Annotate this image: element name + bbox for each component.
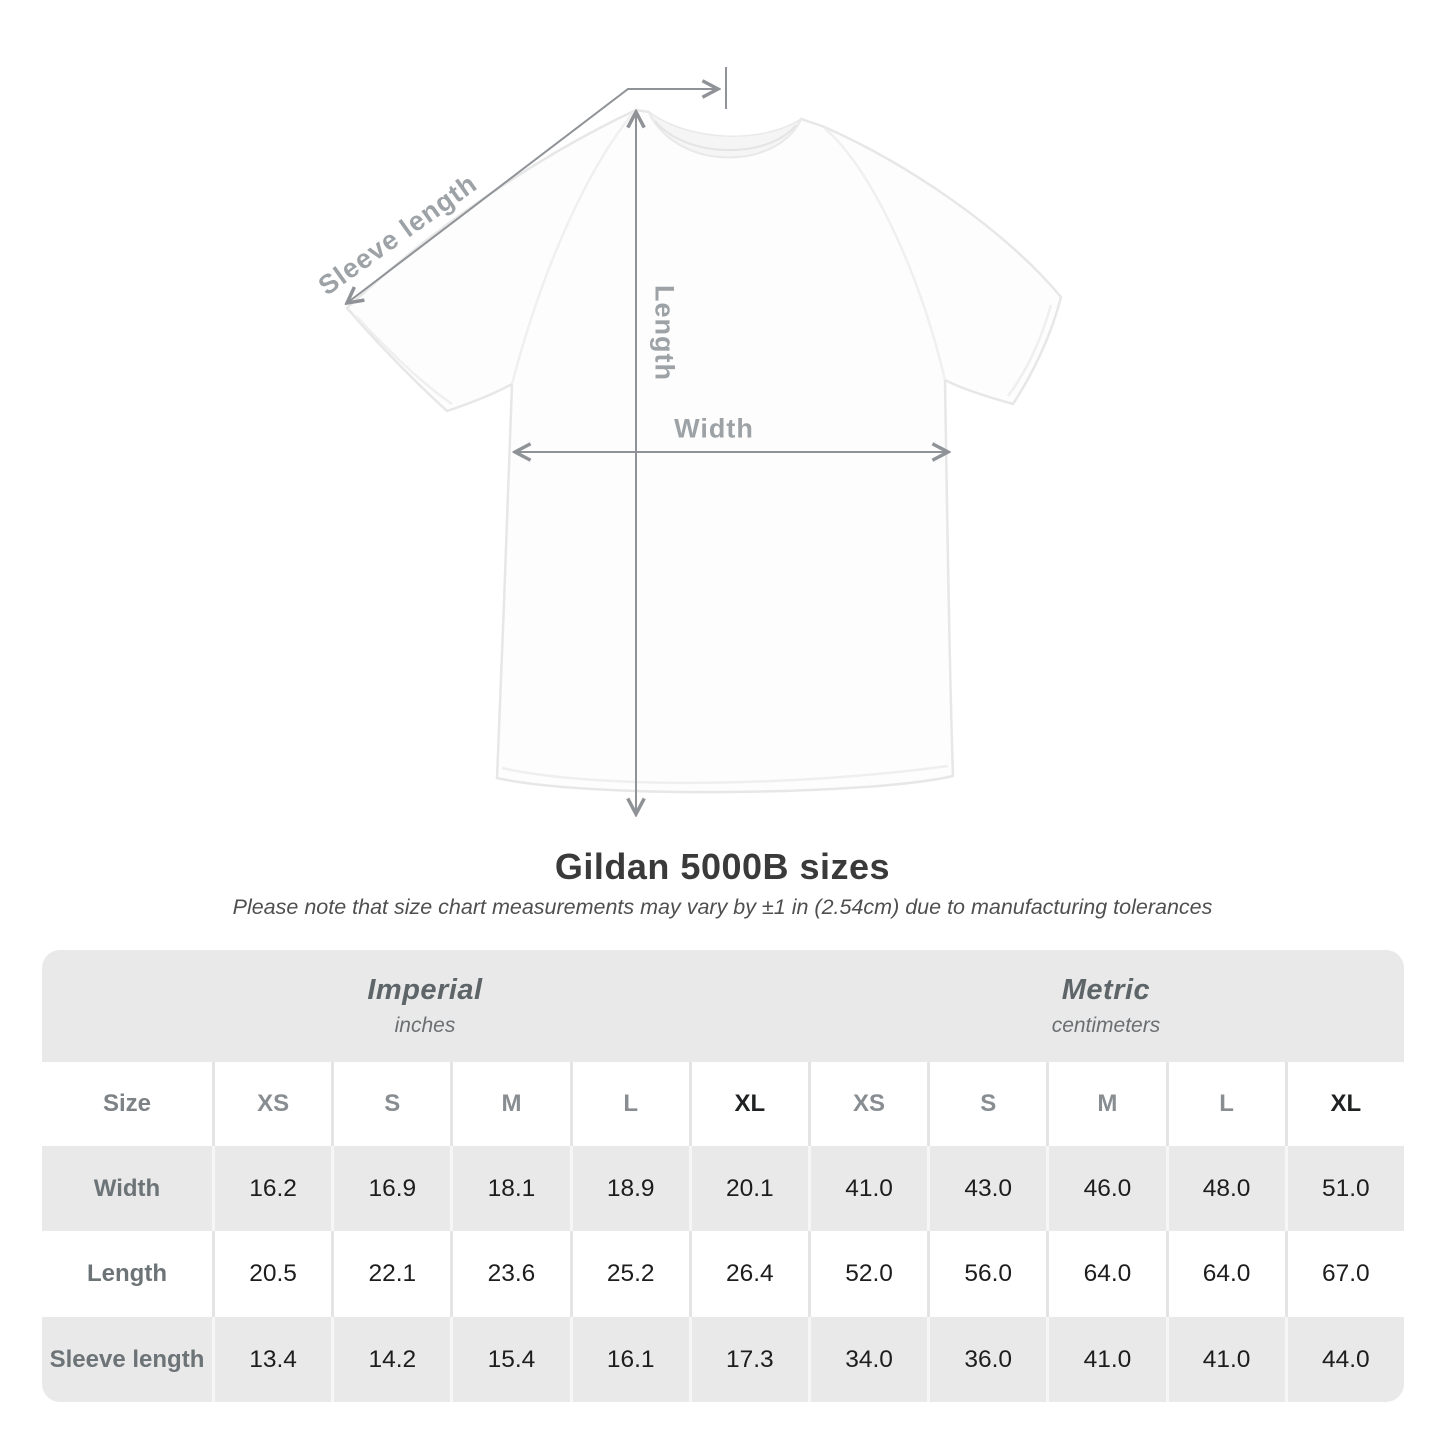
cell-value: 14.2 [368,1345,417,1373]
cell-value: 36.0 [964,1345,1013,1373]
cell-value: 20.5 [249,1260,297,1287]
cell-value: 13.4 [249,1345,297,1373]
cell-value: 43.0 [964,1174,1013,1202]
unit-header-row: Imperial inches Metric centimeters [42,950,1404,1062]
cell-value: 15.4 [487,1345,536,1373]
col-header-imperial-xs: XS [257,1090,290,1117]
size-table: Imperial inches Metric centimeters Size … [42,950,1404,1402]
cell-value: 67.0 [1322,1260,1370,1287]
cell-value: 20.1 [726,1174,774,1202]
cell-value: 22.1 [368,1260,417,1287]
cell-value: 16.1 [606,1345,655,1373]
page-title: Gildan 5000B sizes [554,846,891,887]
cell-value: 41.0 [845,1174,893,1202]
row-label-length: Length [87,1260,167,1287]
cell-value: 16.2 [249,1174,297,1202]
imperial-title: Imperial [367,974,483,1006]
col-header-imperial-m: M [501,1090,522,1117]
sleeve-length-arrow [347,67,727,303]
col-header-metric-xl: XL [1330,1090,1362,1117]
row-label-width: Width [93,1174,161,1202]
cell-value: 16.9 [368,1174,417,1202]
col-header-metric-xs: XS [853,1090,886,1117]
tshirt-measurement-figure: Sleeve length Length Width [0,67,1063,845]
cell-value: 23.6 [487,1260,536,1287]
tshirt-graphic [0,67,1063,845]
unit-header-imperial: Imperial inches [42,950,808,1062]
col-header-imperial-s: S [384,1090,401,1117]
width-label: Width [674,413,754,444]
cell-value: 41.0 [1083,1345,1132,1373]
length-label: Length [649,285,680,381]
col-header-imperial-xl: XL [734,1090,766,1117]
imperial-unit: inches [394,1014,456,1037]
cell-value: 56.0 [964,1260,1013,1287]
cell-value: 64.0 [1083,1260,1132,1287]
cell-value: 64.0 [1202,1260,1251,1287]
cell-value: 17.3 [726,1345,774,1373]
cell-value: 52.0 [845,1260,893,1287]
unit-header-metric: Metric centimeters [807,950,1404,1062]
tolerance-note: Please note that size chart measurements… [232,895,1213,919]
cell-value: 46.0 [1083,1174,1132,1202]
cell-value: 26.4 [726,1260,774,1287]
col-header-metric-s: S [980,1090,997,1117]
col-header-metric-l: L [1219,1090,1234,1117]
cell-value: 51.0 [1322,1174,1370,1202]
cell-value: 48.0 [1202,1174,1251,1202]
size-header-label: Size [102,1090,152,1117]
table-row-sleeve-length: Sleeve length 13.4 14.2 15.4 16.1 17.3 3… [42,1317,1404,1402]
cell-value: 18.1 [487,1174,536,1202]
cell-value: 34.0 [845,1345,893,1373]
cell-value: 18.9 [606,1174,655,1202]
cell-value: 25.2 [606,1260,655,1287]
cell-value: 44.0 [1322,1345,1370,1373]
row-label-sleeve-length: Sleeve length [49,1345,205,1373]
size-table-card: Imperial inches Metric centimeters Size … [42,950,1404,1402]
metric-title: Metric [1061,974,1151,1006]
table-row-width: Width 16.2 16.9 18.1 18.9 20.1 41.0 43.0… [42,1146,1404,1231]
size-header-row: Size XS S M L XL XS S M L XL [42,1062,1404,1146]
col-header-imperial-l: L [623,1090,638,1117]
metric-unit: centimeters [1051,1014,1161,1037]
col-header-metric-m: M [1097,1090,1118,1117]
cell-value: 41.0 [1202,1345,1251,1373]
table-row-length: Length 20.5 22.1 23.6 25.2 26.4 52.0 56.… [42,1231,1404,1317]
